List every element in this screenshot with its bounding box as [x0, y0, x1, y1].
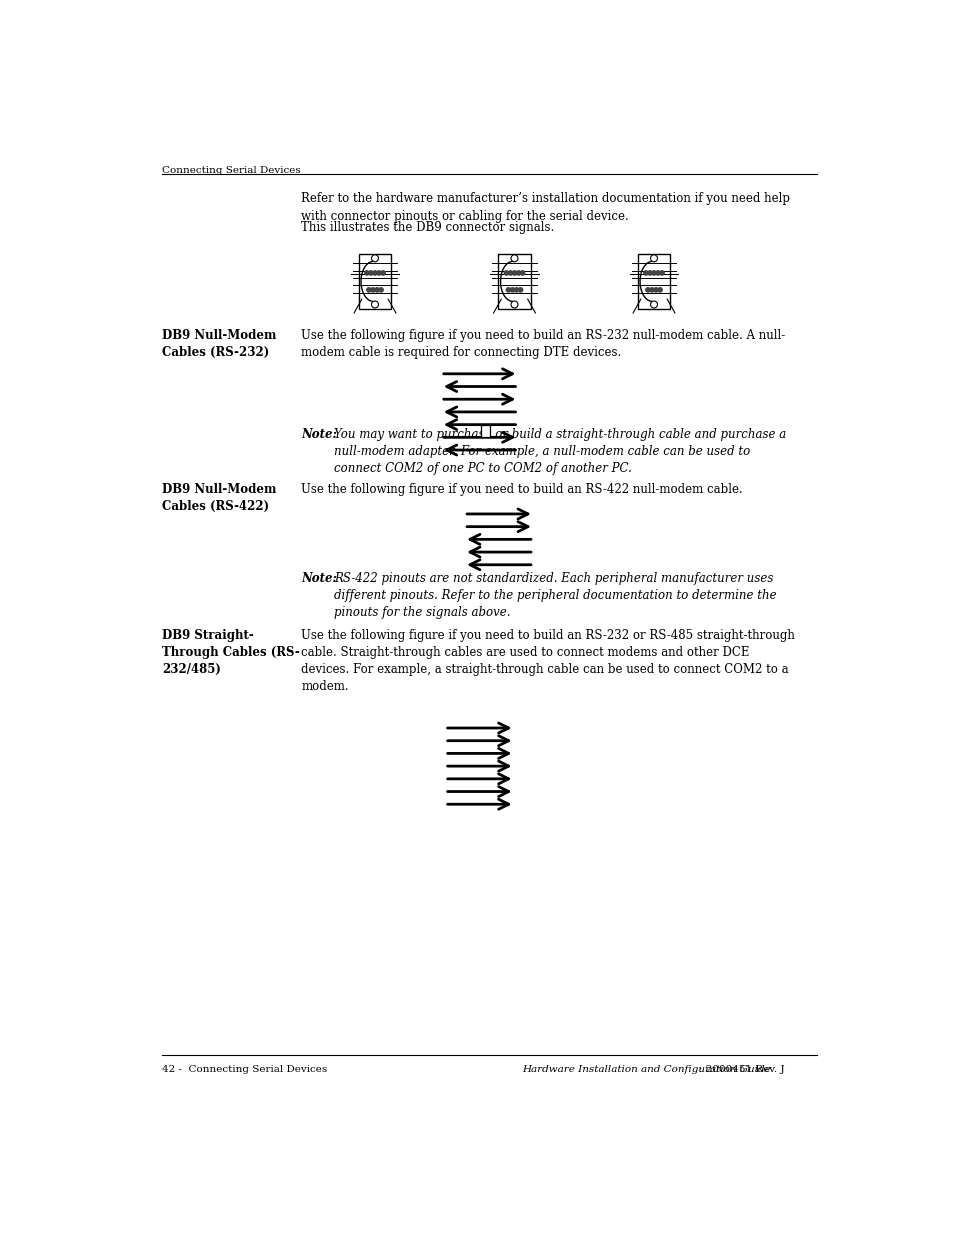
Text: Refer to the hardware manufacturer’s installation documentation if you need help: Refer to the hardware manufacturer’s ins… [301, 193, 789, 222]
Circle shape [645, 288, 649, 291]
Circle shape [650, 301, 657, 308]
Text: Hardware Installation and Configuration Guide: Hardware Installation and Configuration … [521, 1066, 770, 1074]
Circle shape [369, 270, 373, 275]
Bar [358, 253, 391, 309]
Circle shape [504, 270, 508, 275]
Circle shape [371, 301, 378, 308]
Circle shape [508, 270, 512, 275]
Circle shape [514, 288, 518, 291]
Text: Connecting Serial Devices: Connecting Serial Devices [162, 165, 300, 175]
Circle shape [658, 288, 661, 291]
Circle shape [364, 270, 369, 275]
Text: This illustrates the DB9 connector signals.: This illustrates the DB9 connector signa… [301, 221, 554, 235]
Circle shape [647, 270, 652, 275]
Text: Use the following figure if you need to build an RS-422 null-modem cable.: Use the following figure if you need to … [301, 483, 742, 496]
Circle shape [655, 270, 659, 275]
Circle shape [650, 254, 657, 262]
Bar [497, 253, 530, 309]
Text: : 2000451 Rev. J: : 2000451 Rev. J [699, 1066, 783, 1074]
Circle shape [371, 288, 375, 291]
Circle shape [512, 270, 517, 275]
Bar [480, 425, 490, 437]
Circle shape [375, 288, 378, 291]
Circle shape [380, 270, 385, 275]
Text: You may want to purchase or build a straight-through cable and purchase a
null-m: You may want to purchase or build a stra… [334, 427, 785, 474]
Circle shape [651, 270, 656, 275]
Text: RS-422 pinouts are not standardized. Each peripheral manufacturer uses
different: RS-422 pinouts are not standardized. Eac… [334, 572, 776, 619]
Text: Note:: Note: [301, 572, 337, 584]
Text: DB9 Null-Modem
Cables (RS-422): DB9 Null-Modem Cables (RS-422) [162, 483, 276, 514]
Circle shape [516, 270, 520, 275]
Text: Use the following figure if you need to build an RS-232 null-modem cable. A null: Use the following figure if you need to … [301, 330, 785, 359]
Circle shape [653, 288, 658, 291]
Text: Use the following figure if you need to build an RS-232 or RS-485 straight-throu: Use the following figure if you need to … [301, 630, 795, 693]
Circle shape [506, 288, 510, 291]
Circle shape [376, 270, 381, 275]
Circle shape [511, 254, 517, 262]
Circle shape [519, 270, 524, 275]
Text: Note:: Note: [301, 427, 337, 441]
Text: DB9 Null-Modem
Cables (RS-232): DB9 Null-Modem Cables (RS-232) [162, 330, 276, 359]
Bar [637, 253, 670, 309]
Circle shape [378, 288, 383, 291]
Circle shape [510, 288, 514, 291]
Circle shape [517, 288, 522, 291]
Circle shape [373, 270, 376, 275]
Circle shape [649, 288, 654, 291]
Circle shape [659, 270, 663, 275]
Text: DB9 Straight-
Through Cables (RS-
232/485): DB9 Straight- Through Cables (RS- 232/48… [162, 630, 299, 677]
Circle shape [366, 288, 371, 291]
Circle shape [371, 254, 378, 262]
Text: 42 -  Connecting Serial Devices: 42 - Connecting Serial Devices [162, 1066, 327, 1074]
Circle shape [643, 270, 647, 275]
Circle shape [511, 301, 517, 308]
